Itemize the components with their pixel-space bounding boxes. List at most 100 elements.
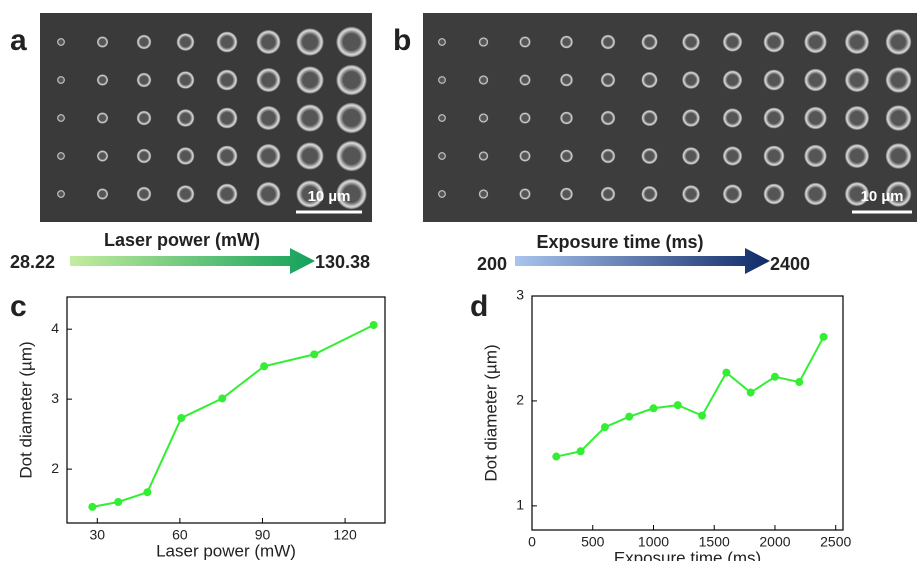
- scale-label: 10 µm: [308, 188, 351, 205]
- x-tick-label: 120: [333, 527, 357, 543]
- x-tick-label: 0: [528, 534, 536, 550]
- dot: [682, 71, 700, 89]
- dot: [336, 178, 367, 210]
- dot: [96, 74, 109, 86]
- arrow-start: 28.22: [10, 252, 55, 272]
- marker: [177, 414, 186, 423]
- y-tick-label: 4: [51, 320, 59, 336]
- dot: [176, 109, 195, 127]
- dot: [478, 189, 489, 199]
- dot: [216, 183, 238, 205]
- arrow: [515, 248, 770, 274]
- dot: [641, 34, 658, 50]
- dot: [519, 74, 531, 86]
- plot-frame: [531, 295, 844, 531]
- dot: [57, 76, 65, 84]
- dot: [722, 108, 743, 128]
- dot: [845, 68, 869, 92]
- dot: [96, 188, 109, 200]
- x-tick-label: 90: [255, 527, 271, 543]
- dot: [641, 148, 658, 164]
- dot: [600, 34, 616, 50]
- dot: [763, 31, 785, 53]
- dot: [296, 28, 324, 56]
- x-tick-label: 60: [172, 527, 188, 543]
- dot: [600, 148, 616, 164]
- dot: [885, 105, 912, 131]
- dot: [763, 145, 785, 167]
- dot: [845, 144, 869, 168]
- marker: [369, 320, 378, 329]
- x-axis-label: Exposure time (ms): [614, 548, 761, 561]
- dot: [256, 106, 281, 130]
- marker: [143, 488, 152, 497]
- arrow-end: 130.38: [315, 252, 370, 272]
- dot: [296, 142, 324, 170]
- marker: [819, 332, 828, 341]
- y-tick-label: 2: [516, 392, 524, 408]
- arrow: [70, 248, 315, 274]
- y-tick-label: 1: [516, 497, 524, 513]
- dot: [641, 186, 658, 202]
- panel-label: a: [10, 24, 27, 57]
- dot: [256, 182, 281, 206]
- marker: [649, 404, 658, 413]
- arrow-end: 2400: [770, 254, 810, 274]
- dot: [216, 145, 238, 167]
- dot: [763, 107, 785, 129]
- dot: [641, 72, 658, 88]
- dot: [845, 30, 869, 54]
- dot: [176, 147, 195, 165]
- dot: [336, 64, 367, 96]
- marker: [600, 423, 609, 432]
- dot: [438, 76, 446, 84]
- panel-label: d: [470, 290, 488, 323]
- y-axis-label: Dot diameter (µm): [16, 341, 35, 478]
- marker: [722, 368, 731, 377]
- dot: [216, 107, 238, 129]
- arrow-title: Laser power (mW): [104, 230, 260, 250]
- dot: [600, 186, 616, 202]
- dot: [885, 67, 912, 93]
- arrow-start: 200: [477, 254, 507, 274]
- panel-label: b: [393, 24, 411, 57]
- dot: [57, 114, 65, 122]
- x-tick-label: 2000: [759, 534, 790, 550]
- marker: [88, 502, 97, 511]
- arrow-title: Exposure time (ms): [536, 232, 703, 252]
- dot: [560, 73, 573, 87]
- marker: [260, 362, 269, 371]
- dot: [519, 188, 531, 200]
- scale-label: 10 µm: [861, 188, 904, 205]
- marker: [310, 350, 319, 359]
- dot: [176, 185, 195, 203]
- marker: [746, 388, 755, 397]
- y-tick-label: 3: [516, 287, 524, 303]
- dot: [438, 114, 446, 122]
- dot: [336, 26, 367, 58]
- x-tick-label: 2500: [820, 534, 851, 550]
- dot: [216, 31, 238, 53]
- dot: [804, 144, 827, 168]
- y-tick-label: 2: [51, 460, 59, 476]
- dot: [96, 150, 109, 162]
- dot: [136, 148, 152, 164]
- dot: [682, 147, 700, 165]
- x-tick-label: 1000: [638, 534, 669, 550]
- dot: [763, 183, 785, 205]
- marker: [576, 447, 585, 456]
- line: [556, 336, 825, 458]
- dot: [478, 113, 489, 123]
- dot: [336, 102, 367, 134]
- dot: [885, 29, 912, 55]
- dot: [296, 180, 324, 208]
- dot: [560, 111, 573, 125]
- dot: [57, 190, 65, 198]
- dot: [438, 190, 446, 198]
- dot: [722, 70, 743, 90]
- marker: [114, 498, 123, 507]
- dot: [96, 36, 109, 48]
- dot: [600, 72, 616, 88]
- dot: [176, 71, 195, 89]
